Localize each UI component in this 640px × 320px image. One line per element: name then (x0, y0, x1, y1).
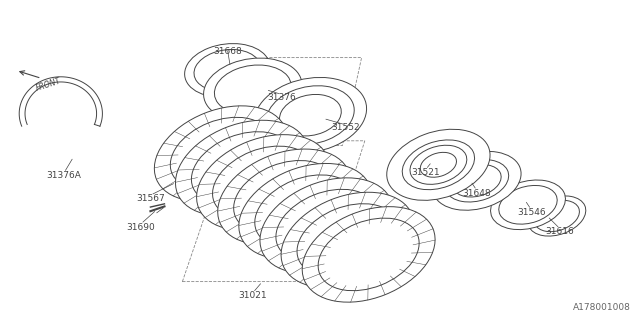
Ellipse shape (302, 207, 435, 302)
Ellipse shape (175, 120, 308, 216)
Ellipse shape (491, 180, 565, 229)
Text: 31648: 31648 (463, 189, 491, 198)
Ellipse shape (154, 106, 287, 201)
Ellipse shape (196, 135, 330, 230)
Ellipse shape (260, 178, 393, 273)
Text: 31668: 31668 (213, 47, 241, 56)
Ellipse shape (204, 58, 302, 121)
Text: 31546: 31546 (517, 208, 545, 217)
Ellipse shape (281, 192, 414, 288)
Ellipse shape (387, 129, 490, 200)
Ellipse shape (528, 196, 586, 236)
Text: 31376: 31376 (268, 93, 296, 102)
Text: 31021: 31021 (239, 292, 267, 300)
Ellipse shape (433, 151, 521, 210)
Text: 31690: 31690 (127, 223, 155, 232)
Text: 31552: 31552 (332, 124, 360, 132)
Ellipse shape (239, 164, 372, 259)
Text: 31376A: 31376A (47, 172, 81, 180)
Ellipse shape (254, 77, 367, 153)
Ellipse shape (218, 149, 351, 244)
Text: 31616: 31616 (546, 228, 574, 236)
Text: 31567: 31567 (136, 194, 164, 203)
Text: FRONT: FRONT (35, 76, 61, 93)
Text: 31521: 31521 (412, 168, 440, 177)
Text: A178001008: A178001008 (573, 303, 630, 312)
Ellipse shape (184, 44, 270, 97)
